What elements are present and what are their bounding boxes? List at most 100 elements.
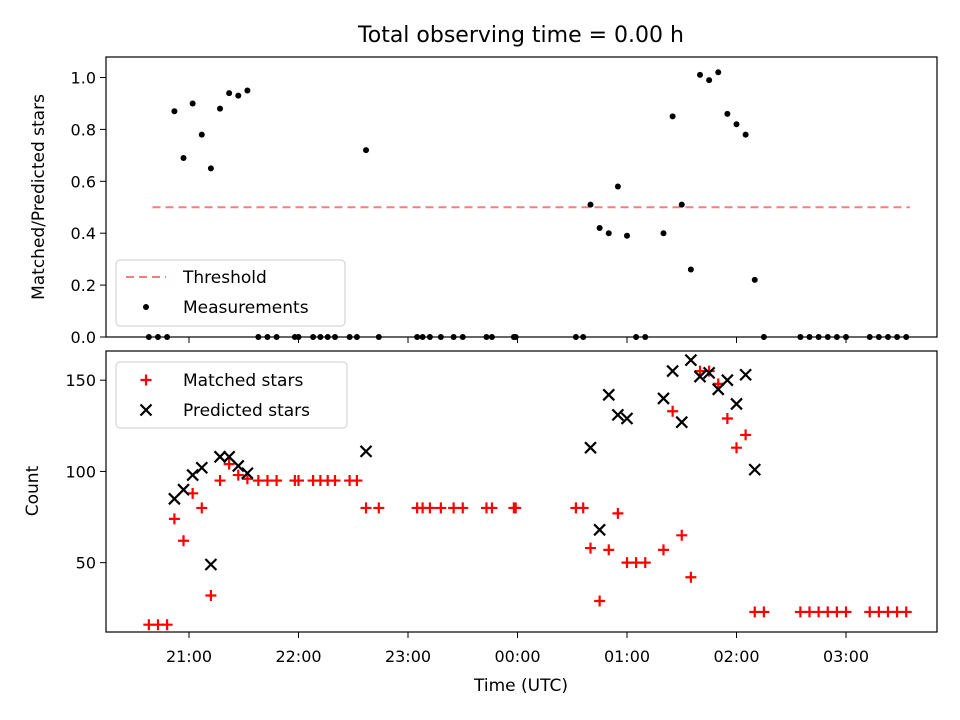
matched-star-point — [457, 502, 469, 514]
measurement-point — [587, 201, 594, 208]
measurement-point — [614, 183, 621, 190]
x-axis-label: Time (UTC) — [473, 676, 568, 696]
measurement-point — [226, 90, 233, 97]
matched-star-point — [685, 571, 697, 583]
predicted-star-point — [739, 368, 752, 381]
matched-star-point — [840, 606, 852, 618]
predicted-star-point — [620, 412, 634, 425]
measurement-point — [724, 110, 731, 117]
measurement-point — [624, 232, 630, 239]
top-y-tick-label: 0.6 — [71, 172, 96, 191]
top-legend-box — [115, 259, 346, 327]
matched-star-point — [740, 429, 752, 441]
bottom-y-axis-label: Count — [23, 465, 43, 516]
bottom-legend-box — [115, 361, 348, 429]
matched-star-point — [293, 475, 304, 487]
measurement-point — [235, 92, 242, 99]
x-tick-label: 02:00 — [713, 647, 759, 666]
matched-star-point — [603, 544, 615, 556]
predicted-star-point — [721, 373, 734, 387]
matched-star-point — [758, 606, 770, 618]
x-tick-label: 22:00 — [275, 647, 321, 666]
legend-measurements-swatch — [143, 304, 149, 310]
matched-star-point — [731, 442, 742, 454]
predicted-star-point — [748, 463, 762, 476]
predicted-star-point — [730, 397, 743, 411]
predicted-star-point — [602, 388, 616, 402]
matched-star-point — [360, 502, 372, 514]
matched-star-point — [712, 378, 724, 390]
matched-star-point — [161, 619, 173, 631]
measurement-point — [217, 105, 224, 112]
matched-star-point — [187, 487, 199, 499]
measurement-point — [198, 131, 205, 138]
predicted-star-point — [195, 461, 209, 475]
predicted-star-point — [693, 370, 707, 383]
measurement-point — [171, 108, 178, 115]
chart-title: Total observing time = 0.00 h — [357, 23, 684, 48]
top-plot: 0.0 0.2 0.4 0.6 0.8 1.0 Threshold Measurements — [71, 56, 938, 347]
predicted-star-point — [241, 466, 254, 480]
matched-star-point — [424, 502, 436, 514]
bottom-y-tick-label: 50 — [76, 554, 96, 573]
predicted-star-point — [684, 353, 698, 367]
bottom-y-tick-label: 150 — [65, 371, 96, 390]
measurement-point — [660, 230, 667, 237]
x-tick-label: 00:00 — [494, 647, 540, 666]
matched-star-point — [223, 458, 235, 470]
matched-star-point — [612, 507, 624, 519]
predicted-star-point — [359, 445, 373, 458]
matched-star-point — [676, 529, 688, 541]
measurement-point — [605, 230, 612, 237]
predicted-star-point — [593, 523, 606, 537]
measurement-point — [189, 100, 196, 107]
top-y-axis-label: Matched/Predicted stars — [29, 94, 49, 300]
measurement-point — [678, 201, 685, 208]
matched-star-point — [639, 557, 651, 569]
top-y-tick-label: 0.2 — [71, 276, 96, 295]
predicted-star-point — [657, 392, 670, 405]
matched-star-point — [329, 475, 341, 487]
matched-star-point — [667, 405, 679, 417]
matched-star-point — [594, 595, 606, 607]
legend-predicted-swatch — [139, 403, 153, 417]
measurement-point — [596, 225, 603, 232]
measurement-point — [207, 165, 214, 172]
bottom-axes-frame — [105, 350, 938, 633]
matched-star-point — [721, 413, 733, 425]
matched-star-point — [196, 502, 208, 514]
measurement-point — [751, 276, 758, 283]
matched-star-point — [351, 475, 363, 487]
legend-measurements-label: Measurements — [183, 298, 309, 318]
measurement-point — [733, 121, 740, 128]
legend-threshold-label: Threshold — [182, 268, 267, 288]
legend-predicted-label: Predicted stars — [183, 401, 310, 421]
x-tick-label: 21:00 — [166, 647, 212, 666]
matched-star-point — [205, 590, 217, 602]
matched-star-point — [271, 475, 283, 487]
measurement-point — [669, 113, 676, 120]
top-y-tick-label: 0.8 — [71, 120, 96, 139]
matched-star-point — [178, 535, 190, 547]
measurement-point — [687, 266, 694, 273]
matched-star-point — [900, 606, 912, 618]
measurement-point — [180, 154, 187, 161]
matched-star-point — [510, 502, 522, 514]
x-tick-label: 01:00 — [604, 647, 650, 666]
measurement-point — [715, 69, 722, 76]
x-tick-label: 03:00 — [823, 647, 869, 666]
measurement-point — [697, 71, 703, 78]
predicted-star-point — [231, 459, 245, 473]
matched-star-point — [232, 469, 244, 481]
legend-matched-label: Matched stars — [183, 371, 303, 391]
top-axes-frame — [105, 56, 938, 338]
top-y-tick-label: 0.4 — [71, 224, 96, 243]
bottom-y-tick-label: 100 — [65, 462, 96, 481]
bottom-plot: 50 100 150 21:00 22:00 23:00 00:00 01:00 02:00 03… — [65, 350, 938, 666]
matched-star-point — [214, 475, 226, 487]
predicted-star-point — [675, 415, 689, 429]
measurement-point — [706, 77, 713, 84]
top-y-tick-label: 1.0 — [71, 69, 96, 88]
matched-star-point — [373, 502, 385, 514]
predicted-star-point — [177, 483, 190, 496]
